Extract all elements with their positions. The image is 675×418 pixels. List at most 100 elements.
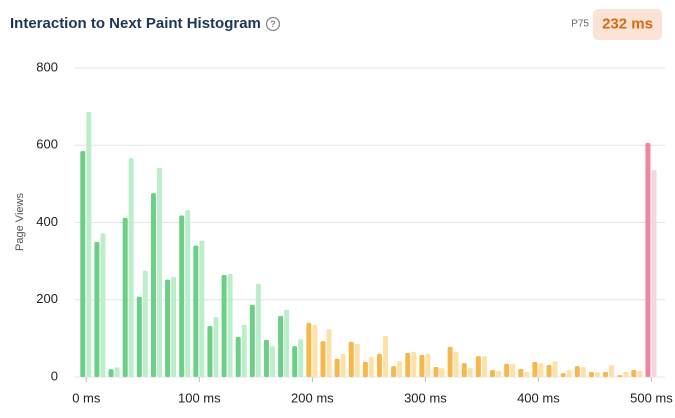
y-tick-label: 600 <box>36 137 58 152</box>
bar <box>510 363 516 377</box>
bar <box>136 296 142 377</box>
bar <box>128 157 134 377</box>
help-mark[interactable]: ? <box>270 19 276 29</box>
bar <box>292 346 298 377</box>
x-tick-label: 0 ms <box>72 390 101 405</box>
p75-label: P75 <box>571 19 589 30</box>
bar <box>241 324 247 377</box>
bar <box>306 322 312 377</box>
bar <box>566 370 572 377</box>
bar <box>362 361 368 377</box>
bar <box>193 245 199 377</box>
x-tick-label: 100 ms <box>178 390 221 405</box>
bar <box>86 112 92 377</box>
bar <box>227 273 233 377</box>
bar <box>122 217 128 377</box>
bar <box>439 368 445 377</box>
bar <box>504 363 510 377</box>
bar <box>269 346 275 377</box>
bar <box>334 358 340 377</box>
bar <box>179 215 185 377</box>
bar <box>199 240 205 377</box>
bar <box>425 353 431 377</box>
bar <box>165 279 171 377</box>
bar <box>447 346 453 377</box>
bar <box>490 370 496 377</box>
chart-title: Interaction to Next Paint Histogram <box>10 15 261 32</box>
bar <box>142 270 148 377</box>
bar <box>114 367 120 377</box>
bar <box>631 370 637 377</box>
x-tick-label: 300 ms <box>404 390 447 405</box>
bar <box>278 315 284 377</box>
bar <box>609 365 615 377</box>
bar <box>100 233 106 377</box>
y-tick-label: 400 <box>36 214 58 229</box>
bar <box>603 371 609 377</box>
bar <box>518 368 524 377</box>
bar <box>546 365 552 377</box>
bar <box>150 193 156 377</box>
bar <box>617 375 623 377</box>
bar <box>411 351 417 377</box>
bar <box>348 341 354 377</box>
bar <box>419 354 425 377</box>
bar <box>382 336 388 377</box>
bar <box>368 356 374 377</box>
x-tick-label: 200 ms <box>291 390 334 405</box>
bar <box>637 370 643 377</box>
bar <box>298 339 304 377</box>
y-tick-label: 800 <box>36 59 58 74</box>
help-circle[interactable] <box>265 16 281 32</box>
bar <box>594 371 600 377</box>
bar <box>405 353 411 377</box>
bar <box>263 339 269 377</box>
bar <box>284 309 290 377</box>
bar <box>156 168 162 377</box>
bar <box>574 366 580 377</box>
bar <box>453 351 459 377</box>
bar <box>235 336 241 377</box>
y-tick-label: 200 <box>36 291 58 306</box>
bar <box>580 366 586 377</box>
bar <box>391 366 397 377</box>
bar <box>312 324 318 377</box>
bar <box>397 361 403 377</box>
bar <box>340 353 346 377</box>
bar <box>461 363 467 377</box>
bar <box>481 356 487 377</box>
bar <box>532 361 538 377</box>
x-tick-label: 500 ms <box>630 390 673 405</box>
bar <box>623 371 629 377</box>
p75-value: 232 ms <box>602 15 653 32</box>
bar <box>171 276 177 377</box>
bar <box>560 373 566 377</box>
y-axis-title: Page Views <box>14 193 26 251</box>
bar <box>524 371 530 377</box>
bar <box>552 361 558 377</box>
help-icon[interactable]: ? <box>265 16 281 32</box>
bar <box>651 169 657 377</box>
y-tick-label: 0 <box>51 368 58 383</box>
p75-badge <box>593 9 662 40</box>
bar <box>433 366 439 377</box>
bar <box>467 368 473 377</box>
bar <box>108 369 114 377</box>
bar <box>320 341 326 377</box>
bar <box>538 363 544 377</box>
x-tick-label: 400 ms <box>517 390 560 405</box>
bar <box>249 304 255 377</box>
bar <box>326 329 332 377</box>
bar <box>207 326 213 377</box>
bar <box>588 371 594 377</box>
bar <box>475 356 481 377</box>
bar <box>221 275 227 377</box>
bar <box>354 343 360 377</box>
bar <box>80 151 86 377</box>
bar <box>376 353 382 377</box>
bar <box>213 317 219 377</box>
bar <box>496 370 502 377</box>
bar <box>94 241 100 377</box>
bar <box>645 142 651 377</box>
